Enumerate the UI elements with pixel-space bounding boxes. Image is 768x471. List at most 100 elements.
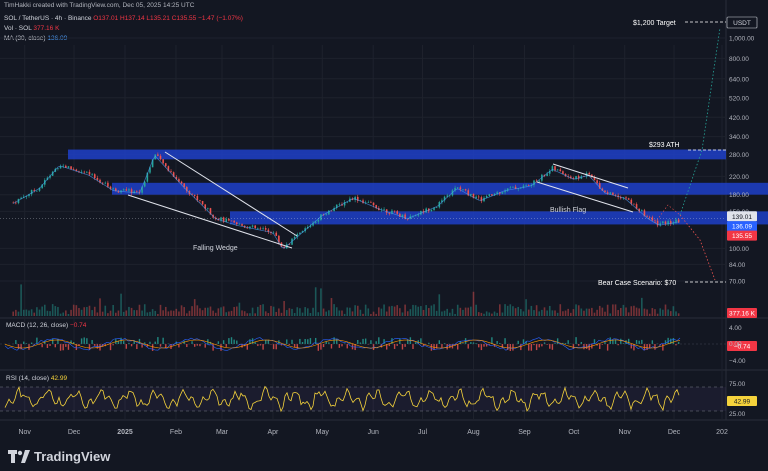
volume-bar — [454, 313, 456, 316]
macd-histogram-bar — [567, 340, 569, 344]
volume-bar — [433, 304, 435, 316]
volume-bar — [367, 308, 370, 316]
volume-bar — [17, 311, 20, 316]
footer-bar — [0, 445, 768, 471]
macd-histogram-bar — [675, 344, 677, 346]
volume-bar — [422, 309, 425, 316]
candle-body — [157, 154, 159, 156]
volume-bar — [104, 305, 107, 316]
candle-body — [93, 174, 96, 179]
macd-histogram-bar — [136, 344, 138, 350]
volume-bar — [409, 309, 412, 316]
macd-histogram-bar — [38, 344, 41, 345]
macd-histogram-bar — [157, 337, 159, 344]
macd-histogram-bar — [265, 339, 267, 344]
macd-histogram-bar — [572, 344, 575, 349]
candle-body — [138, 191, 141, 193]
volume-bar — [372, 311, 375, 316]
macd-histogram-bar — [338, 344, 341, 348]
volume-bar — [664, 304, 667, 316]
macd-histogram-bar — [378, 337, 380, 344]
macd-histogram-bar — [641, 339, 643, 344]
candle-body — [41, 184, 43, 189]
candle-body — [141, 186, 143, 193]
macd-histogram-bar — [46, 344, 49, 348]
bull-projection-path — [679, 27, 721, 216]
volume-bar — [264, 311, 267, 316]
volume-bar — [225, 312, 228, 316]
candle-body — [122, 189, 125, 191]
volume-bar — [598, 305, 601, 316]
volume-bar — [480, 312, 483, 316]
candle-body — [333, 208, 335, 212]
candle-body — [101, 182, 104, 184]
volume-bar — [170, 310, 172, 316]
tradingview-logo[interactable]: TradingView — [8, 449, 110, 464]
volume-bar — [46, 310, 49, 316]
macd-histogram-bar — [291, 339, 293, 344]
volume-bar — [475, 304, 477, 316]
macd-histogram-bar — [165, 344, 167, 348]
macd-histogram-bar — [530, 344, 533, 351]
macd-legend[interactable]: MACD (12, 26, close) −0.74 — [6, 322, 86, 329]
macd-histogram-bar — [430, 344, 433, 351]
volume-bar — [622, 304, 625, 316]
macd-histogram-bar — [299, 338, 301, 344]
candle-body — [38, 188, 41, 191]
volume-bar — [493, 311, 496, 316]
volume-bar — [388, 306, 391, 316]
candle-body — [509, 187, 512, 189]
candle-body — [262, 228, 264, 229]
macd-histogram-bar — [414, 342, 417, 344]
macd-histogram-bar — [435, 344, 438, 349]
candle-body — [320, 214, 322, 221]
macd-histogram-bar — [562, 342, 564, 344]
rsi-badge-bg — [727, 396, 757, 406]
volume-bar — [191, 306, 193, 316]
candle-body — [454, 187, 456, 191]
candle-body — [114, 188, 117, 192]
candle-body — [325, 214, 328, 215]
symbol-legend[interactable]: SOL / TetherUS · 4h · Binance O137.01 H1… — [4, 15, 243, 22]
volume-bar — [167, 311, 170, 316]
macd-histogram-bar — [341, 344, 343, 347]
volume-bar — [80, 309, 83, 316]
volume-bar — [328, 310, 330, 316]
volume-bar — [535, 305, 538, 316]
candle-body — [388, 212, 391, 214]
macd-histogram-bar — [117, 340, 120, 344]
time-tick-label: Jul — [418, 429, 427, 436]
macd-histogram-bar — [196, 344, 199, 346]
macd-histogram-bar — [78, 344, 80, 346]
volume-bar — [591, 307, 593, 316]
volume-bar — [504, 304, 506, 316]
candle-body — [167, 166, 170, 172]
volume-bar — [38, 309, 41, 316]
candle-body — [446, 195, 448, 197]
flag-upper-line — [552, 163, 629, 189]
candle-body — [630, 199, 633, 204]
macd-histogram-bar — [501, 344, 504, 349]
candle-body — [346, 201, 349, 203]
candle-body — [149, 167, 151, 173]
macd-histogram-bar — [556, 338, 559, 344]
volume-bar — [251, 307, 254, 316]
macd-histogram-bar — [599, 344, 601, 349]
candle-body — [75, 169, 78, 172]
volume-bar — [333, 304, 335, 316]
volume-bar — [99, 298, 101, 316]
macd-histogram-bar — [325, 341, 327, 344]
volume-bar — [498, 304, 501, 316]
candle-body — [496, 192, 498, 194]
macd-histogram-bar — [614, 339, 617, 344]
macd-histogram-bar — [517, 340, 519, 344]
volume-bar — [88, 305, 91, 316]
rsi-legend[interactable]: RSI (14, close) 42.99 — [6, 375, 67, 382]
macd-histogram-bar — [480, 344, 483, 351]
macd-histogram-bar — [528, 344, 530, 351]
macd-histogram-bar — [222, 340, 225, 344]
volume-legend[interactable]: Vol · SOL 377.16 K — [4, 25, 59, 32]
ohlc-high: H137.14 — [120, 15, 145, 22]
volume-bar — [101, 311, 104, 316]
